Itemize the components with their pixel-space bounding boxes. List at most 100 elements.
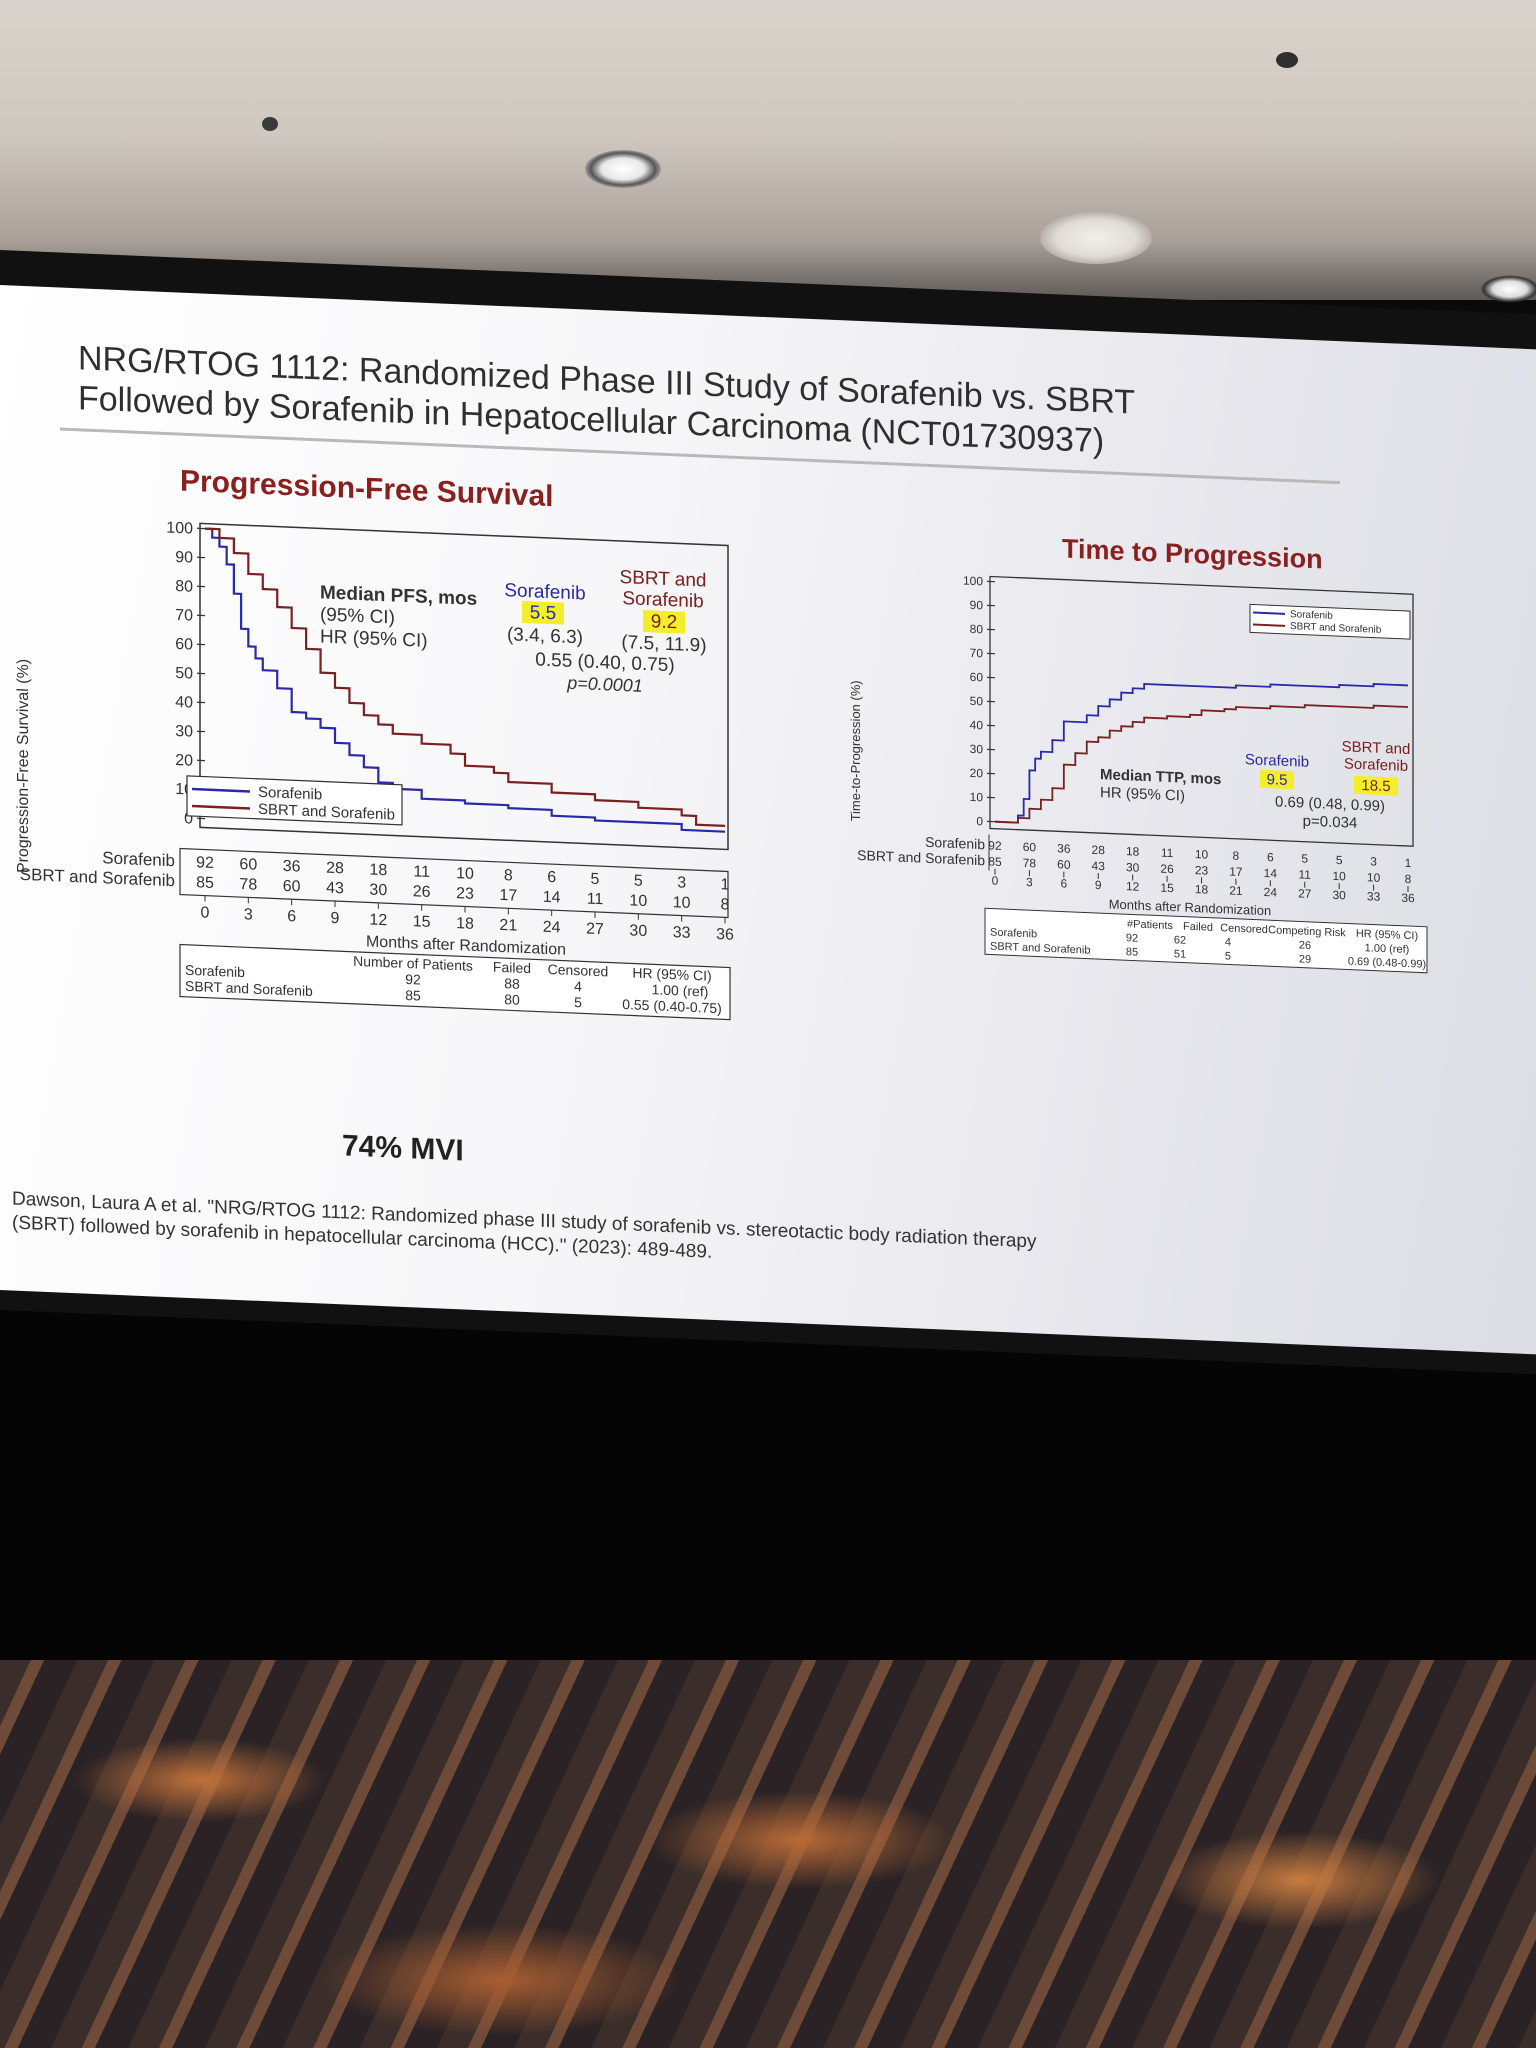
pfs-summary-header-censored: Censored	[548, 961, 609, 980]
ttp-x-ticks	[994, 868, 1409, 893]
ttp-chart-title: Time to Progression	[1062, 533, 1323, 575]
ttp-risk-value: 23	[1195, 863, 1209, 878]
pfs-y-tick-label: 40	[175, 694, 193, 712]
ttp-legend-swatch-sbrt	[1253, 623, 1285, 627]
pfs-risk-value: 1	[721, 876, 730, 893]
pfs-risk-value: 5	[591, 871, 600, 888]
ttp-summary-header-patients: #Patients	[1127, 918, 1173, 932]
ttp-risk-value: 92	[988, 838, 1002, 853]
ttp-y-ticks: 0 10 20 30 40 50 60 70 80 90 100	[963, 574, 995, 828]
ttp-summary-header-competing: Competing Risk	[1268, 924, 1346, 939]
pfs-x-tick-label: 33	[673, 924, 691, 942]
pfs-y-tick-label: 90	[175, 549, 193, 567]
pfs-risk-value: 11	[413, 863, 430, 881]
pfs-x-tick-label: 24	[543, 919, 561, 937]
ttp-x-tick-label: 27	[1298, 886, 1312, 901]
pfs-summary-row2-label: SBRT and Sorafenib	[185, 978, 313, 999]
ttp-x-tick-label: 12	[1126, 879, 1140, 894]
pfs-summary-header-hr: HR (95% CI)	[632, 965, 711, 984]
pfs-summary-row1-hr: 1.00 (ref)	[652, 981, 709, 999]
pfs-summary-row1-patients: 92	[405, 971, 421, 988]
ttp-risk-value: 36	[1057, 841, 1071, 856]
ttp-summary-table: #Patients Failed Censored Competing Risk…	[984, 907, 1428, 974]
pfs-risk-value: 85	[196, 874, 214, 892]
pfs-risk-table: 92 60 36 28 18 11 10 8 6 5 5 3 1 85 78 60 43 30 26 23 17 14 11…	[196, 854, 729, 913]
pfs-risk-value: 92	[196, 854, 214, 872]
pfs-risk-value: 6	[547, 869, 556, 886]
pfs-risk-value: 10	[629, 892, 647, 910]
pfs-summary-table: Number of Patients Failed Censored HR (9…	[179, 943, 731, 1021]
pfs-summary-header-patients: Number of Patients	[353, 953, 473, 974]
pfs-risk-label-sorafenib: Sorafenib	[102, 848, 175, 870]
ttp-median-label: Median TTP, mos	[1100, 766, 1221, 788]
sprinkler-icon	[262, 117, 278, 131]
ttp-risk-value: 1	[1405, 856, 1412, 870]
ttp-x-tick-label: 9	[1095, 878, 1102, 892]
pfs-summary-row2-failed: 80	[504, 991, 520, 1008]
ttp-p-value: p=0.034	[1303, 813, 1358, 832]
pfs-plot-frame	[199, 522, 729, 851]
pfs-arm1-name: Sorafenib	[504, 580, 585, 604]
pfs-summary-frame	[179, 943, 731, 1021]
ttp-x-tick-label: 30	[1332, 888, 1346, 903]
ttp-risk-value: 30	[1126, 860, 1140, 875]
ttp-y-tick-label: 80	[970, 622, 984, 637]
ttp-summary-row2-patients: 85	[1126, 946, 1138, 959]
pfs-risk-value: 26	[413, 883, 431, 901]
ttp-arm1-name: Sorafenib	[1245, 751, 1309, 771]
ttp-summary-row1-failed: 62	[1174, 934, 1186, 947]
pfs-arm2-highlight	[643, 609, 685, 634]
pfs-y-tick-label: 80	[175, 578, 193, 596]
ttp-y-tick-label: 30	[970, 742, 984, 757]
pfs-x-tick-label: 36	[716, 926, 734, 944]
ttp-risk-label-sorafenib: Sorafenib	[925, 834, 985, 853]
ttp-summary-row2-censored: 5	[1225, 950, 1231, 962]
ttp-summary-header-failed: Failed	[1183, 921, 1213, 934]
pfs-risk-value: 8	[504, 867, 513, 884]
ttp-summary-row2-failed: 51	[1174, 948, 1186, 961]
ttp-risk-value: 60	[1057, 857, 1071, 872]
pfs-risk-value: 3	[677, 874, 686, 891]
pfs-arm1-ci: (3.4, 6.3)	[507, 624, 583, 648]
pfs-risk-value: 18	[369, 861, 387, 879]
pfs-legend-sbrt: SBRT and Sorafenib	[258, 801, 395, 824]
ttp-y-tick-label: 10	[970, 790, 984, 805]
ttp-risk-value: 43	[1092, 859, 1106, 874]
ttp-arm2-highlight	[1354, 775, 1398, 796]
pfs-risk-value: 43	[326, 880, 344, 898]
pfs-risk-value: 36	[283, 858, 301, 876]
pfs-x-tick-label: 3	[244, 906, 253, 923]
ttp-x-tick-label: 6	[1060, 876, 1067, 890]
ttp-risk-value: 18	[1126, 844, 1140, 859]
ttp-risk-value: 17	[1229, 865, 1243, 880]
pfs-risk-table-frame	[179, 847, 729, 919]
ttp-summary-row2-hr: 0.69 (0.48-0.99)	[1348, 955, 1426, 970]
pfs-series-lines	[205, 527, 725, 833]
ttp-y-tick-label: 50	[970, 694, 984, 709]
ttp-legend-sbrt: SBRT and Sorafenib	[1290, 621, 1382, 636]
pfs-x-ticks	[204, 895, 726, 924]
ttp-series-sbrt-sorafenib-line	[995, 704, 1408, 824]
pfs-risk-value: 60	[239, 856, 257, 874]
ceiling-background	[0, 0, 1536, 303]
ttp-hr-value: 0.69 (0.48, 0.99)	[1275, 793, 1385, 815]
ttp-arm1-highlight	[1260, 769, 1294, 790]
ttp-x-tick-label: 33	[1367, 889, 1381, 904]
ceiling-light-icon	[1480, 275, 1536, 303]
pfs-legend-sorafenib: Sorafenib	[258, 784, 322, 804]
ttp-risk-value: 60	[1023, 840, 1037, 855]
ttp-y-tick-label: 90	[970, 598, 984, 613]
pfs-x-tick-label: 0	[201, 904, 210, 921]
pfs-arm2-name-line1: SBRT and	[620, 567, 707, 592]
ttp-x-tick-label: 24	[1264, 885, 1278, 900]
ttp-x-tick-label: 18	[1195, 882, 1209, 897]
ttp-x-axis-label: Months after Randomization	[1109, 896, 1272, 918]
ttp-risk-value: 10	[1367, 870, 1381, 885]
pfs-summary-row1-censored: 4	[574, 978, 582, 994]
ttp-series-sorafenib-line	[995, 683, 1408, 824]
ttp-hr-label: HR (95% CI)	[1100, 784, 1185, 805]
pfs-summary-row2-censored: 5	[574, 994, 582, 1010]
ttp-legend-swatch-sorafenib	[1253, 611, 1285, 615]
ttp-risk-value: 85	[988, 854, 1002, 869]
